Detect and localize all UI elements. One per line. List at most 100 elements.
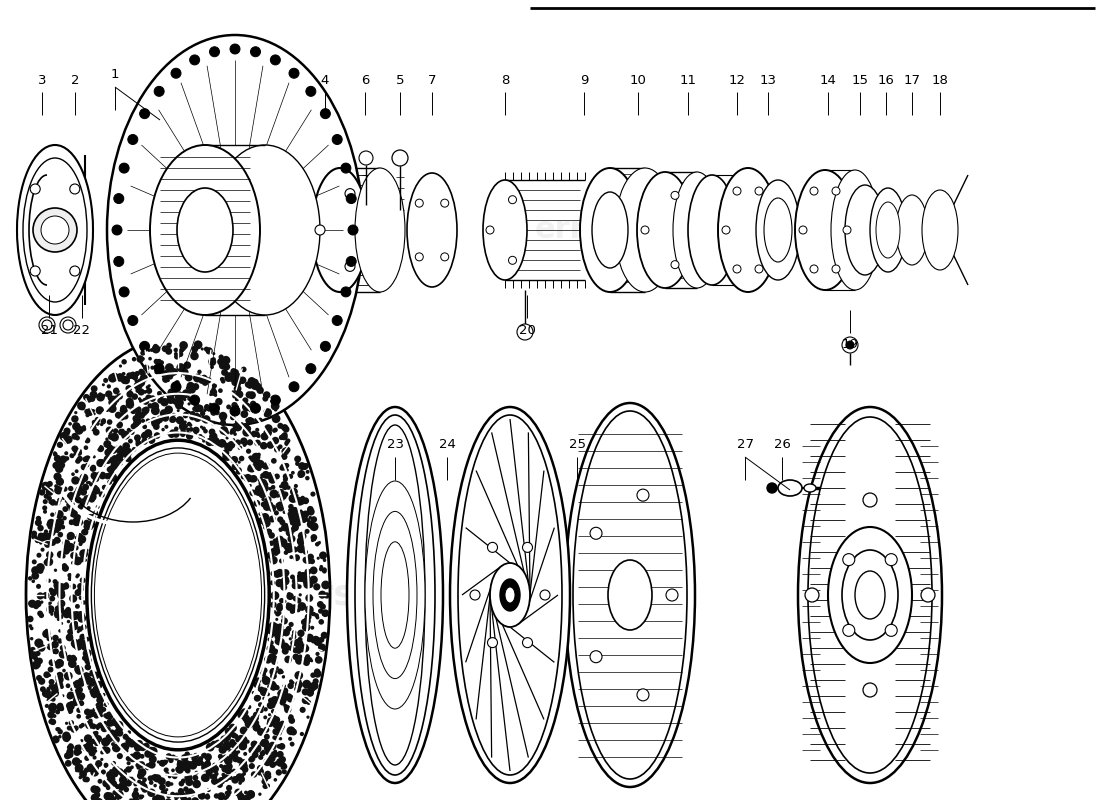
Circle shape [235,467,238,470]
Circle shape [345,262,355,271]
Circle shape [191,350,197,356]
Circle shape [251,382,258,390]
Circle shape [285,468,289,472]
Circle shape [189,411,196,417]
Circle shape [84,734,92,742]
Circle shape [64,609,70,615]
Circle shape [290,527,296,533]
Circle shape [192,775,198,781]
Circle shape [243,428,250,434]
Circle shape [206,759,210,763]
Circle shape [242,428,251,437]
Circle shape [55,710,60,714]
Circle shape [68,576,73,581]
Circle shape [283,704,287,708]
Circle shape [270,668,277,676]
Circle shape [261,433,268,441]
Circle shape [288,737,293,741]
Circle shape [280,721,285,726]
Circle shape [158,796,164,800]
Circle shape [53,451,56,454]
Ellipse shape [87,440,270,750]
Circle shape [232,769,236,773]
Circle shape [121,429,124,432]
Circle shape [178,418,183,422]
Circle shape [319,565,323,569]
Circle shape [89,482,94,486]
Circle shape [55,529,59,533]
Circle shape [184,424,188,428]
Circle shape [88,718,92,723]
Circle shape [222,767,227,772]
Circle shape [287,682,294,689]
Circle shape [267,685,271,689]
Circle shape [121,458,124,462]
Circle shape [157,760,159,763]
Circle shape [73,422,80,430]
Circle shape [92,480,96,483]
Circle shape [299,498,306,505]
Circle shape [158,795,165,800]
Circle shape [75,486,84,494]
Circle shape [277,502,285,509]
Circle shape [90,425,97,431]
Circle shape [185,374,192,382]
Circle shape [117,394,120,398]
Circle shape [197,782,200,786]
Circle shape [204,381,207,384]
Circle shape [42,320,52,330]
Circle shape [211,440,217,446]
Circle shape [332,315,342,326]
Circle shape [84,495,90,502]
Circle shape [296,598,301,603]
Circle shape [151,366,154,370]
Circle shape [55,501,60,506]
Circle shape [46,605,55,614]
Circle shape [241,366,246,372]
Circle shape [288,494,297,503]
Circle shape [286,646,292,650]
Circle shape [301,619,307,626]
Circle shape [302,645,309,652]
Circle shape [75,536,78,539]
Circle shape [94,712,100,718]
Circle shape [275,611,280,617]
Circle shape [88,526,91,530]
Circle shape [122,372,125,376]
Circle shape [37,644,45,652]
Circle shape [85,439,89,443]
Circle shape [30,184,41,194]
Circle shape [70,687,74,691]
Circle shape [48,702,57,712]
Circle shape [226,785,232,791]
Circle shape [242,763,248,768]
Circle shape [226,763,233,770]
Circle shape [235,774,244,782]
Circle shape [264,412,267,415]
Circle shape [98,392,102,396]
Circle shape [487,542,497,552]
Circle shape [278,444,283,449]
Circle shape [288,509,292,512]
Circle shape [46,686,51,691]
Circle shape [273,630,278,637]
Circle shape [85,657,92,665]
Circle shape [148,780,154,785]
Circle shape [158,760,165,766]
Circle shape [253,382,262,390]
Circle shape [206,769,212,776]
Circle shape [32,579,35,583]
Circle shape [79,770,87,778]
Circle shape [277,695,282,700]
Circle shape [84,521,88,526]
Circle shape [45,488,54,496]
Circle shape [275,494,279,497]
Circle shape [290,488,298,496]
Circle shape [201,416,207,422]
Circle shape [92,671,100,679]
Circle shape [111,455,118,462]
Circle shape [60,661,64,664]
Circle shape [176,416,184,424]
Circle shape [229,749,232,753]
Ellipse shape [88,442,268,749]
